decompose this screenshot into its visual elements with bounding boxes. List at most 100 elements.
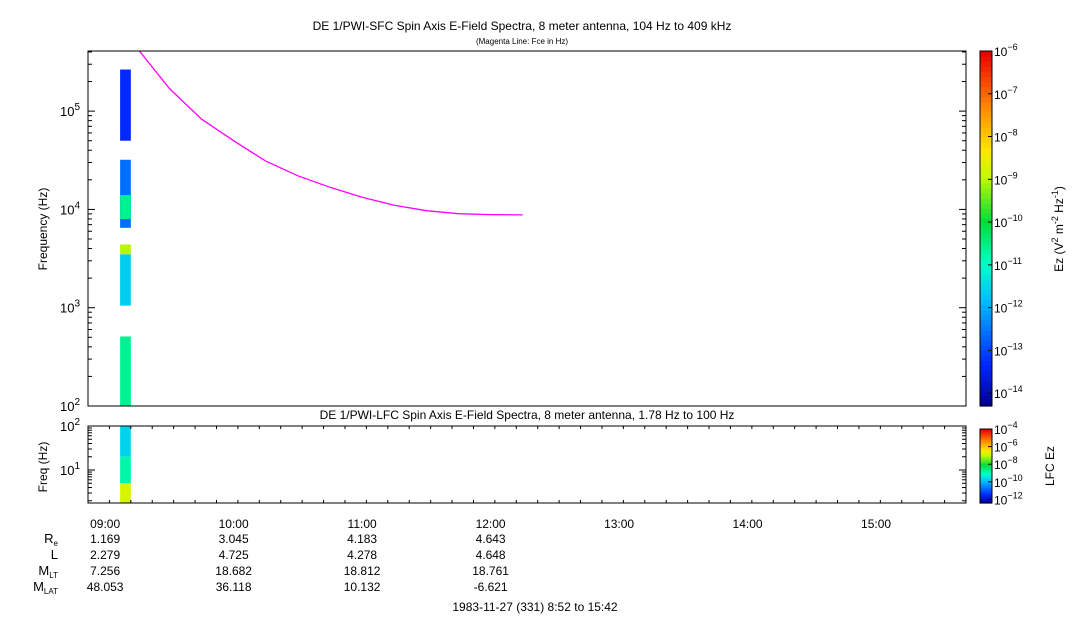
- sfc-colorbar-segment: [980, 187, 992, 194]
- sfc-colorbar-segment: [980, 340, 992, 346]
- lfc-colorbar-segment: [980, 449, 992, 451]
- sfc-colorbar-segment: [980, 177, 992, 184]
- sfc-colorbar-tick-label: 10−7: [994, 85, 1018, 102]
- lfc-colorbar-segment: [980, 438, 992, 441]
- lfc-colorbar-segment: [980, 478, 992, 481]
- sfc-colorbar-segment: [980, 172, 992, 179]
- sfc-colorbar-segment: [980, 218, 992, 225]
- lfc-colorbar-segment: [980, 446, 992, 449]
- sfc-plot-frame: [87, 50, 967, 407]
- sfc-colorbar-segment: [980, 269, 992, 275]
- sfc-y-tick-label: 104: [60, 200, 80, 217]
- lfc-colorbar-segment: [980, 488, 992, 490]
- lfc-title: DE 1/PWI-LFC Spin Axis E-Field Spectra, …: [320, 408, 735, 422]
- lfc-colorbar-segment: [980, 444, 992, 447]
- sfc-colorbar-tick-label: 10−9: [994, 170, 1018, 187]
- sfc-colorbar-segment: [980, 71, 992, 77]
- ephemeris-value: 18.682: [215, 564, 252, 578]
- lfc-colorbar-segment: [980, 457, 992, 460]
- sfc-colorbar-segment: [980, 91, 992, 98]
- sfc-colorbar-tick-label: 10−6: [994, 42, 1018, 59]
- sfc-colorbar-segment: [980, 390, 992, 397]
- sfc-colorbar-segment: [980, 360, 992, 367]
- lfc-colorbar-segment: [980, 463, 992, 466]
- sfc-spectral-block: [120, 336, 131, 406]
- lfc-spectral-block: [120, 483, 131, 503]
- lfc-colorbar-segment: [980, 499, 992, 502]
- sfc-colorbar-tick-label: 10−12: [994, 299, 1023, 316]
- sfc-colorbar-segment: [980, 56, 992, 62]
- lfc-colorbar-segment: [980, 458, 992, 461]
- lfc-colorbar-tick-label: 10−8: [994, 455, 1018, 472]
- sfc-colorbar-segment: [980, 314, 992, 321]
- sfc-colorbar-segment: [980, 147, 992, 154]
- sfc-colorbar-segment: [980, 137, 992, 143]
- sfc-colorbar-segment: [980, 127, 992, 133]
- lfc-colorbar-segment: [980, 439, 992, 442]
- lfc-colorbar-segment: [980, 471, 992, 473]
- sfc-colorbar-segment: [980, 101, 992, 108]
- sfc-colorbar-segment: [980, 319, 992, 326]
- sfc-colorbar-segment: [980, 365, 992, 372]
- sfc-colorbar-segment: [980, 400, 992, 407]
- lfc-colorbar-segment: [980, 442, 992, 445]
- sfc-colorbar-segment: [980, 208, 992, 214]
- lfc-colorbar-segment: [980, 448, 992, 450]
- lfc-y-tick-label: 101: [60, 461, 80, 478]
- sfc-colorbar-segment: [980, 142, 992, 148]
- sfc-colorbar-segment: [980, 243, 992, 250]
- lfc-colorbar-segment: [980, 462, 992, 465]
- sfc-fce-line: [138, 50, 523, 216]
- sfc-colorbar-segment: [980, 375, 992, 382]
- ephemeris-value: 1.169: [90, 532, 120, 546]
- lfc-colorbar-segment: [980, 451, 992, 453]
- sfc-colorbar-segment: [980, 198, 992, 204]
- lfc-colorbar-segment: [980, 476, 992, 479]
- sfc-colorbar-segment: [980, 213, 992, 219]
- sfc-colorbar-segment: [980, 66, 992, 72]
- sfc-colorbar-segment: [980, 258, 992, 265]
- lfc-colorbar-segment: [980, 470, 992, 472]
- ephemeris-value: 7.256: [90, 564, 120, 578]
- lfc-colorbar-segment: [980, 491, 992, 494]
- sfc-title: DE 1/PWI-SFC Spin Axis E-Field Spectra, …: [313, 19, 732, 33]
- lfc-colorbar-segment: [980, 435, 992, 437]
- sfc-spectral-block: [120, 244, 131, 255]
- ephemeris-value: 48.053: [87, 580, 124, 594]
- ephemeris-value: 36.118: [216, 580, 252, 594]
- sfc-colorbar-segment: [980, 61, 992, 67]
- ephemeris-value: 4.648: [476, 548, 506, 562]
- x-tick-label: 11:00: [348, 517, 377, 531]
- sfc-colorbar-segment: [980, 111, 992, 118]
- sfc-colorbar-segment: [980, 294, 992, 301]
- sfc-colorbar-segment: [980, 350, 992, 356]
- sfc-colorbar-segment: [980, 284, 992, 290]
- lfc-y-axis-label: Freq (Hz): [36, 442, 50, 493]
- sfc-colorbar-segment: [980, 329, 992, 336]
- sfc-colorbar-segment: [980, 132, 992, 138]
- lfc-colorbar-segment: [980, 453, 992, 455]
- lfc-colorbar-segment: [980, 464, 992, 467]
- lfc-colorbar-label: LFC Ez: [1043, 446, 1057, 486]
- lfc-colorbar-segment: [980, 445, 992, 448]
- lfc-colorbar-segment: [980, 460, 992, 463]
- lfc-colorbar-segment: [980, 455, 992, 458]
- sfc-colorbar-segment: [980, 228, 992, 235]
- sfc-colorbar-frame: [979, 50, 993, 407]
- ephemeris-value: 18.812: [344, 564, 381, 578]
- sfc-colorbar-segment: [980, 86, 992, 93]
- sfc-spectral-block: [120, 69, 131, 141]
- lfc-colorbar-segment: [980, 500, 992, 503]
- ephemeris-value: 3.045: [219, 532, 249, 546]
- date-range-label: 1983-11-27 (331) 8:52 to 15:42: [452, 600, 618, 614]
- lfc-colorbar-segment: [980, 461, 992, 464]
- sfc-colorbar-segment: [980, 203, 992, 209]
- lfc-colorbar-segment: [980, 429, 992, 431]
- sfc-colorbar-segment: [980, 193, 992, 199]
- lfc-colorbar-segment: [980, 487, 992, 489]
- ephemeris-value: 4.725: [219, 548, 249, 562]
- sfc-colorbar-segment: [980, 122, 992, 128]
- ephemeris-value: 4.183: [347, 532, 377, 546]
